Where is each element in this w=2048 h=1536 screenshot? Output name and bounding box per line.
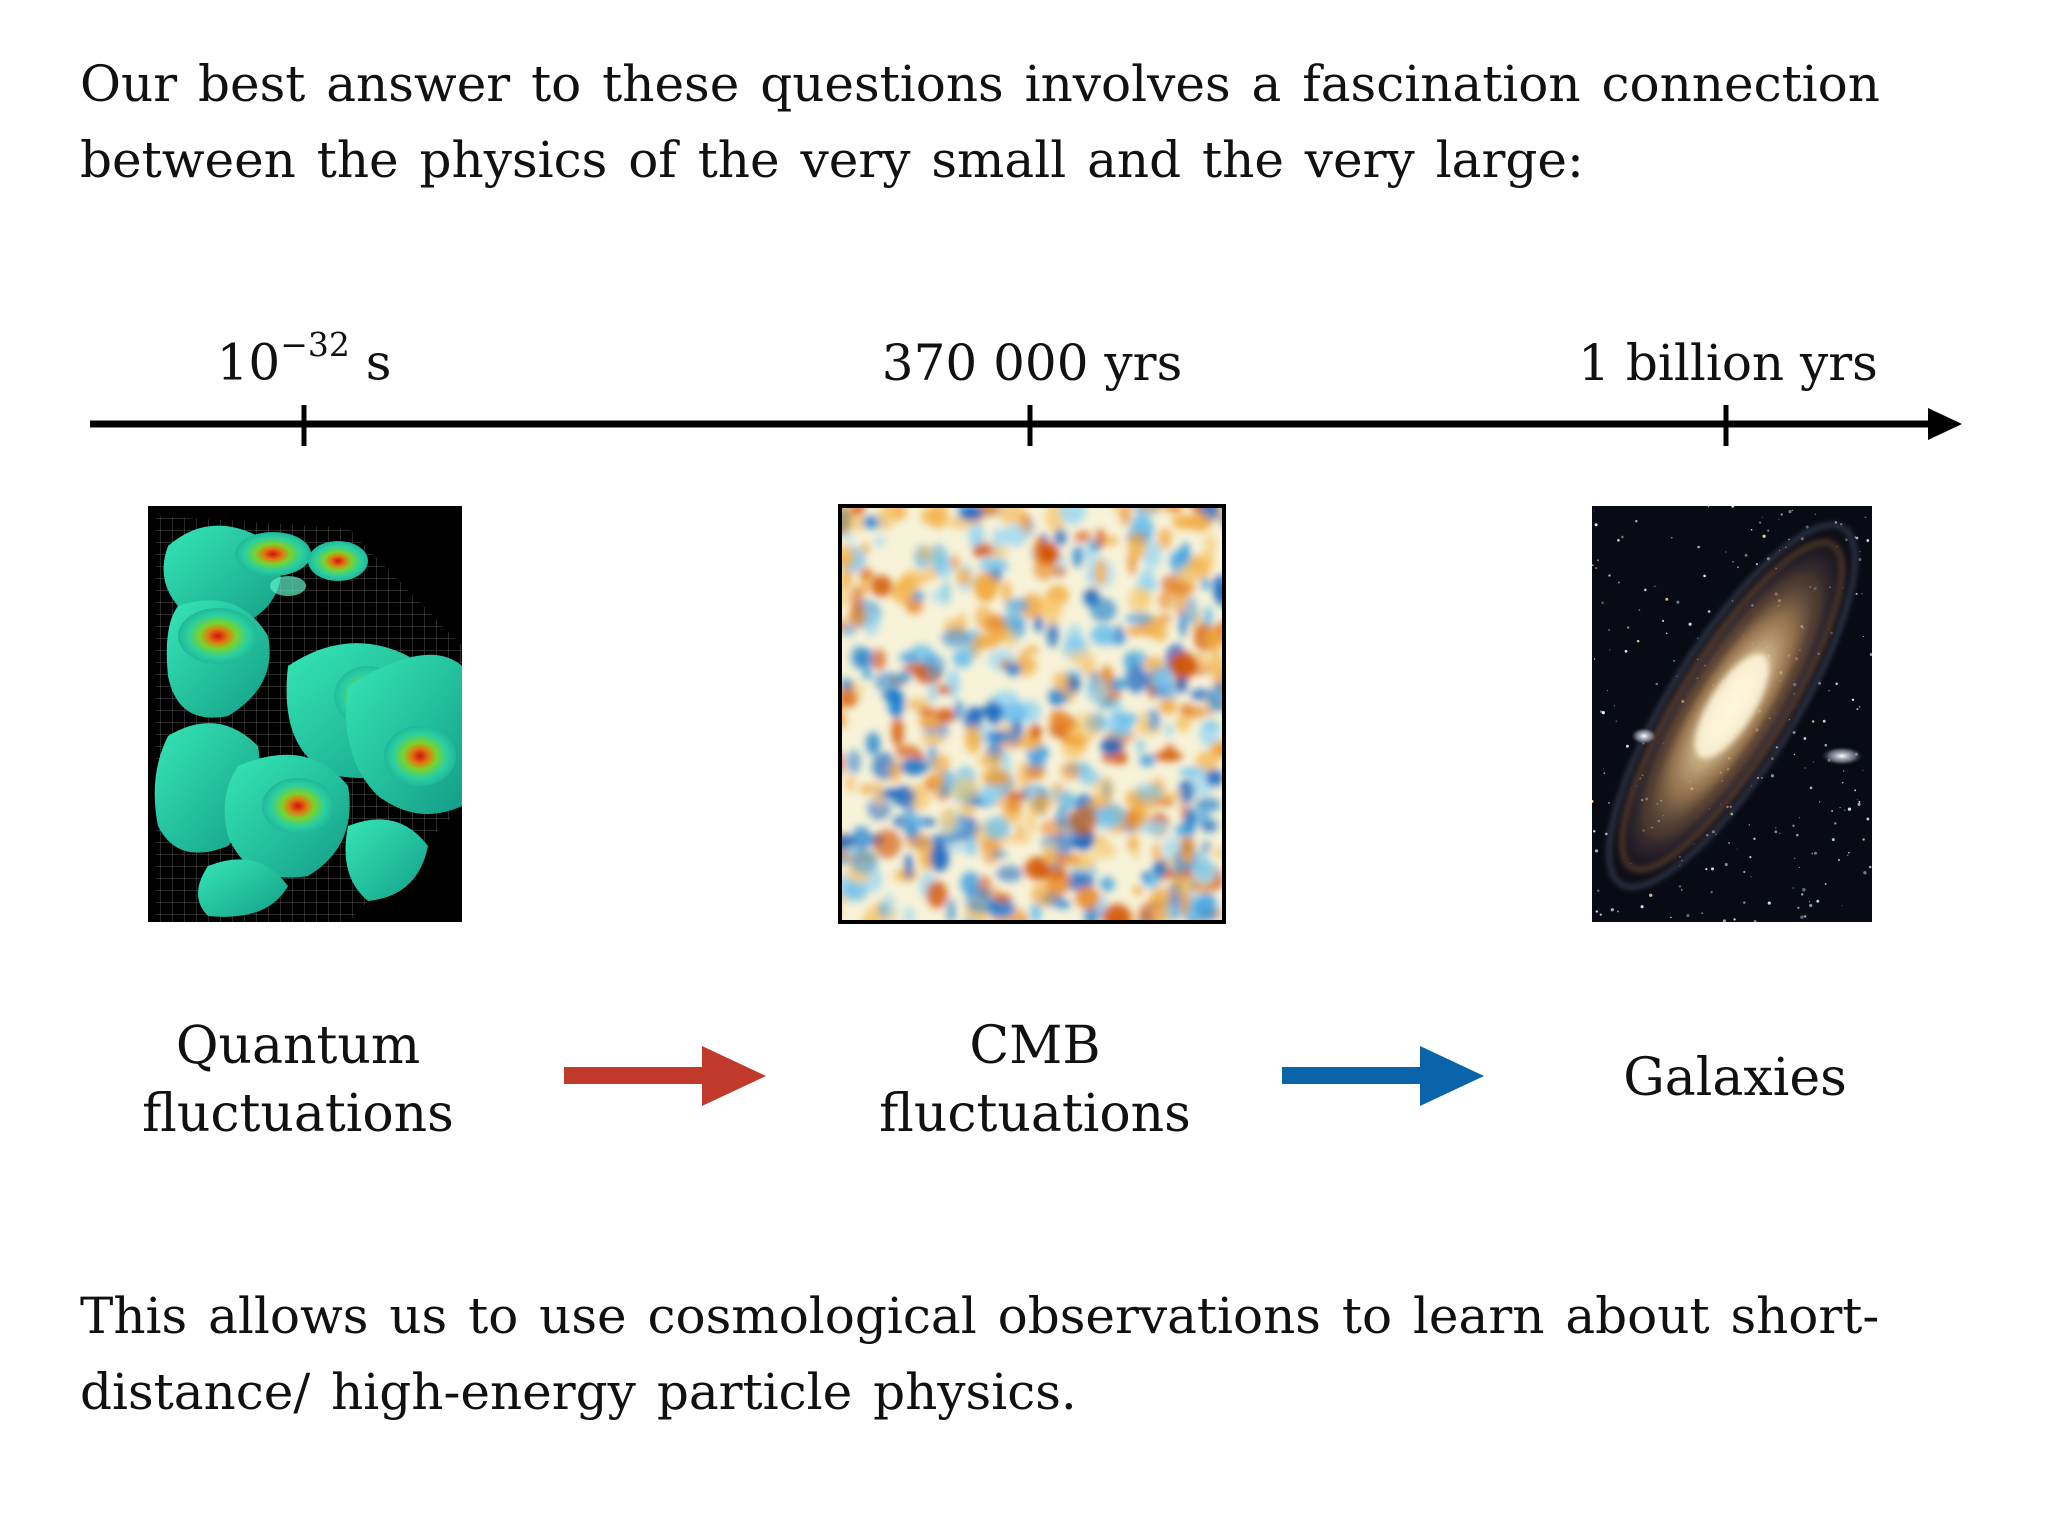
- caption-quantum-line2: fluctuations: [142, 1084, 454, 1144]
- intro-paragraph: Our best answer to these questions invol…: [80, 55, 1880, 189]
- cmb-map-image: [838, 504, 1226, 924]
- caption-quantum: Quantum fluctuations: [142, 1012, 454, 1148]
- caption-quantum-line1: Quantum: [175, 1016, 421, 1076]
- caption-galaxies: Galaxies: [1623, 1048, 1847, 1108]
- timeline-axis: [90, 405, 1962, 446]
- timeline-arrowhead: [1928, 408, 1962, 440]
- arrow-quantum-to-cmb: [564, 1046, 766, 1106]
- caption-cmb: CMB fluctuations: [879, 1012, 1191, 1148]
- tick-label-3: 1 billion yrs: [1578, 334, 1878, 392]
- tick-label-2: 370 000 yrs: [881, 334, 1183, 392]
- arrow-blue-shaft: [1282, 1067, 1432, 1084]
- arrow-cmb-to-galaxies: [1282, 1046, 1484, 1106]
- arrow-red-shaft: [564, 1067, 714, 1084]
- quantum-fluctuation-image: [148, 506, 462, 922]
- caption-cmb-line2: fluctuations: [879, 1084, 1191, 1144]
- caption-cmb-line1: CMB: [969, 1016, 1101, 1076]
- outro-paragraph: This allows us to use cosmological obser…: [80, 1287, 1880, 1421]
- arrow-blue-head: [1420, 1046, 1484, 1106]
- galaxy-image: [1592, 506, 1872, 922]
- tick-label-1: 10−32 s: [216, 325, 392, 392]
- arrow-red-head: [702, 1046, 766, 1106]
